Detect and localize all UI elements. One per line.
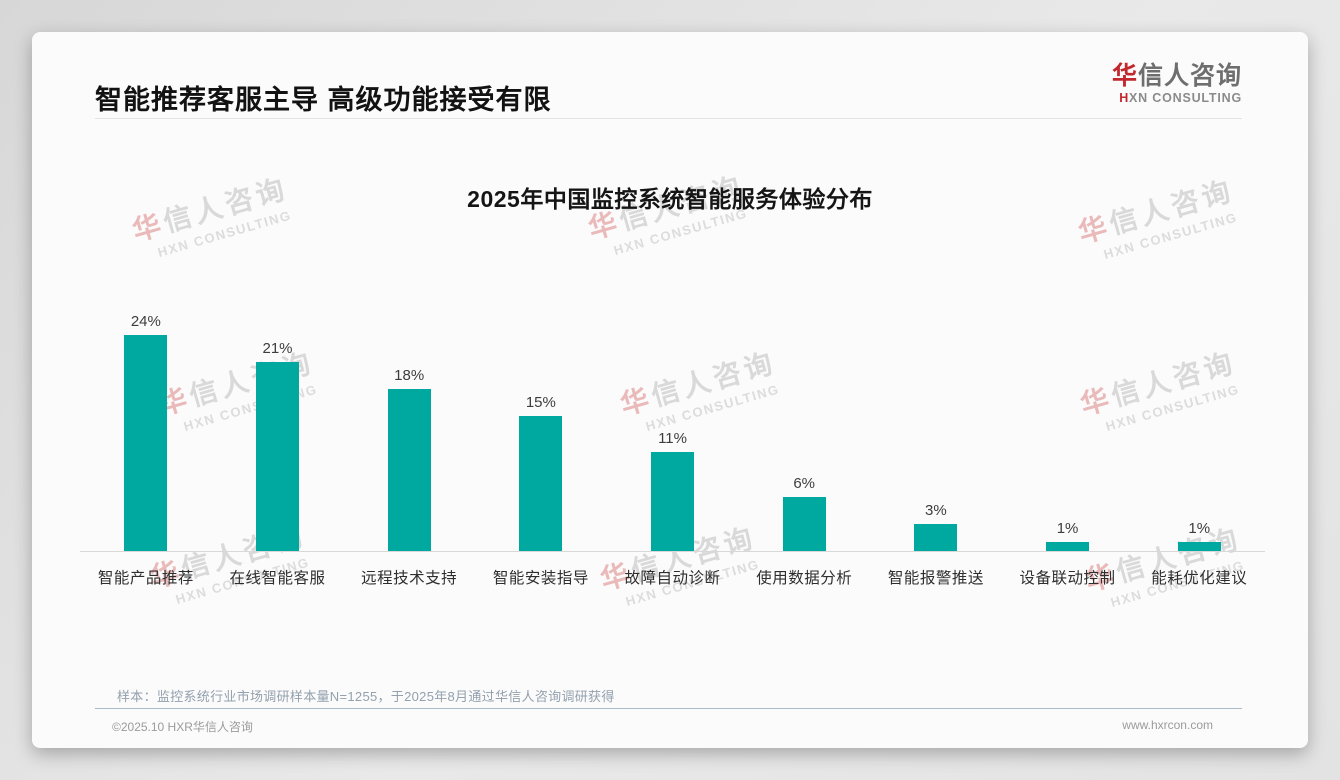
logo-en-accent: H — [1119, 90, 1130, 105]
bar — [1177, 542, 1221, 551]
x-axis-category-label: 能耗优化建议 — [1151, 570, 1248, 587]
chart-column: 3% — [870, 502, 1002, 551]
bar — [914, 524, 958, 551]
bar-value-label: 18% — [394, 367, 425, 384]
bar-chart-columns: 24% 21% 18% 15% 11% 6% 3% 1% 1% — [80, 301, 1265, 551]
copyright-text: ©2025.10 HXR华信人咨询 — [112, 720, 253, 734]
x-axis-category-label: 智能安装指导 — [492, 570, 589, 587]
x-axis-line — [80, 551, 1265, 552]
bar-value-label: 24% — [130, 313, 161, 330]
company-logo: 华信人咨询 HXN CONSULTING — [1112, 62, 1242, 105]
bar-value-label: 11% — [658, 430, 687, 447]
page-title: 智能推荐客服主导 高级功能接受有限 — [95, 85, 552, 115]
chart-title: 2025年中国监控系统智能服务体验分布 — [467, 186, 873, 212]
bar — [387, 389, 431, 551]
header-divider — [95, 118, 1242, 119]
slide-card: 华信人咨询 HXN CONSULTING 华信人咨询 HXN CONSULTING 华信… — [32, 32, 1308, 748]
bar-value-label: 1% — [1188, 520, 1211, 537]
header: 智能推荐客服主导 高级功能接受有限 华信人咨询 HXN CONSULTING — [95, 62, 1242, 117]
x-axis-category-label: 故障自动诊断 — [624, 570, 721, 587]
logo-cn-rest: 信人咨询 — [1137, 62, 1242, 90]
bar — [651, 452, 695, 551]
chart-column: 24% — [80, 313, 212, 551]
chart-column: 11% — [607, 430, 739, 551]
chart-column: 1% — [1133, 520, 1265, 551]
bar — [519, 416, 563, 551]
bar-value-label: 1% — [1056, 520, 1079, 537]
chart-column: 15% — [475, 394, 607, 551]
sample-note: 样本：监控系统行业市场调研样本量N=1255，于2025年8月通过华信人咨询调研… — [117, 689, 615, 704]
chart-column: 1% — [1002, 520, 1134, 551]
chart-column: 18% — [343, 367, 475, 551]
x-axis-category-label: 使用数据分析 — [756, 570, 853, 587]
x-axis-category-label: 智能产品推荐 — [97, 570, 194, 587]
chart-column: 6% — [738, 475, 870, 551]
footer-divider — [95, 708, 1242, 709]
bar-value-label: 15% — [525, 394, 556, 411]
bar — [1046, 542, 1090, 551]
x-axis-labels: 智能产品推荐 在线智能客服 远程技术支持 智能安装指导 故障自动诊断 使用数据分析 智能报警… — [80, 566, 1265, 588]
bar-chart: 24% 21% 18% 15% 11% 6% 3% 1% 1% — [80, 301, 1265, 551]
bar-value-label: 3% — [925, 502, 947, 519]
chart-column: 21% — [212, 340, 344, 551]
logo-english-name: HXN CONSULTING — [1112, 91, 1242, 105]
website-text: www.hxrcon.com — [1122, 718, 1213, 732]
bar-value-label: 21% — [262, 340, 293, 357]
bar — [124, 335, 168, 551]
x-axis-category-label: 在线智能客服 — [229, 570, 326, 587]
x-axis-category-label: 设备联动控制 — [1019, 570, 1116, 587]
bar-value-label: 6% — [793, 475, 816, 492]
bar — [782, 497, 826, 551]
footer: ©2025.10 HXR华信人咨询 www.hxrcon.com — [112, 718, 1213, 735]
x-axis-category-label: 远程技术支持 — [361, 570, 458, 587]
logo-en-rest: XN CONSULTING — [1129, 90, 1242, 105]
bar — [256, 362, 299, 551]
logo-cn-accent: 华 — [1111, 62, 1138, 90]
logo-chinese-name: 华信人咨询 — [1112, 62, 1242, 91]
x-axis-category-label: 智能报警推送 — [887, 570, 984, 587]
